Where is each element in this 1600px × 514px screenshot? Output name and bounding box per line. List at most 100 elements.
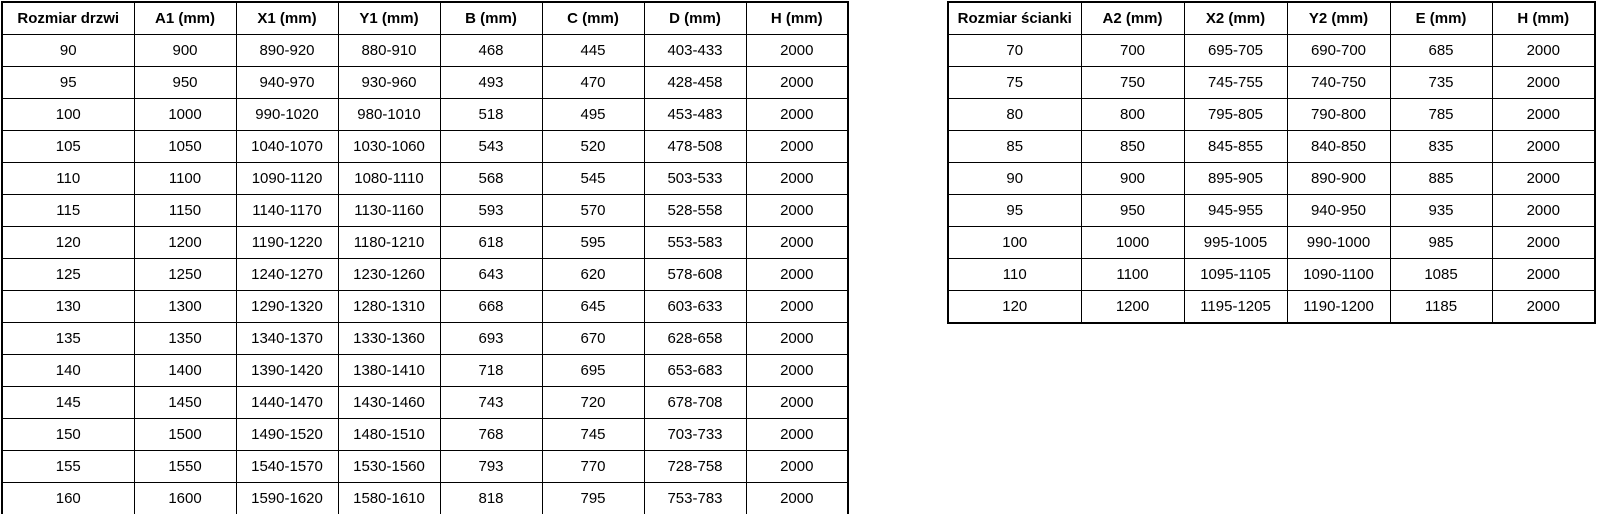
table-cell: 1290-1320 xyxy=(235,290,339,323)
table-cell: 793 xyxy=(439,450,543,483)
table-cell: 120 xyxy=(1,226,135,259)
column-header: Rozmiar drzwi xyxy=(1,1,135,35)
table-cell: 568 xyxy=(439,162,543,195)
table-row: 75 750 745-755 740-750 735 2000 xyxy=(947,66,1596,99)
table-cell: 1000 xyxy=(133,98,237,131)
table-cell: 1190-1220 xyxy=(235,226,339,259)
table-row: 100 1000 995-1005 990-1000 985 2000 xyxy=(947,226,1596,259)
table-cell: 2000 xyxy=(1491,162,1596,195)
table-cell: 150 xyxy=(1,418,135,451)
table-cell: 743 xyxy=(439,386,543,419)
table-cell: 2000 xyxy=(1491,194,1596,227)
column-header: D (mm) xyxy=(643,1,747,35)
table-cell: 685 xyxy=(1389,34,1493,67)
table-cell: 100 xyxy=(947,226,1082,259)
table-cell: 720 xyxy=(541,386,645,419)
table-cell: 2000 xyxy=(745,162,849,195)
table-cell: 478-508 xyxy=(643,130,747,163)
table-cell: 703-733 xyxy=(643,418,747,451)
table-cell: 845-855 xyxy=(1183,130,1288,163)
table-cell: 643 xyxy=(439,258,543,291)
table-cell: 2000 xyxy=(1491,34,1596,67)
table-cell: 1380-1410 xyxy=(337,354,441,387)
table-cell: 753-783 xyxy=(643,482,747,514)
table-cell: 945-955 xyxy=(1183,194,1288,227)
header-row: Rozmiar ścianki A2 (mm) X2 (mm) Y2 (mm) E (m… xyxy=(947,1,1596,35)
table-cell: 595 xyxy=(541,226,645,259)
table-cell: 850 xyxy=(1080,130,1185,163)
table-cell: 160 xyxy=(1,482,135,514)
table-cell: 1430-1460 xyxy=(337,386,441,419)
table-cell: 1450 xyxy=(133,386,237,419)
table-cell: 735 xyxy=(1389,66,1493,99)
table-cell: 403-433 xyxy=(643,34,747,67)
table-cell: 693 xyxy=(439,322,543,355)
table-cell: 1580-1610 xyxy=(337,482,441,514)
table-cell: 2000 xyxy=(745,322,849,355)
table-row: 90 900 890-920 880-910 468 445 403-433 2000 xyxy=(1,34,849,67)
table-cell: 85 xyxy=(947,130,1082,163)
table-cell: 155 xyxy=(1,450,135,483)
table-cell: 2000 xyxy=(1491,226,1596,259)
table-cell: 1030-1060 xyxy=(337,130,441,163)
table-cell: 670 xyxy=(541,322,645,355)
table-cell: 990-1000 xyxy=(1286,226,1391,259)
table-cell: 2000 xyxy=(745,450,849,483)
column-header: A1 (mm) xyxy=(133,1,237,35)
table-row: 155 1550 1540-1570 1530-1560 793 770 728-758 20… xyxy=(1,450,849,483)
table-cell: 768 xyxy=(439,418,543,451)
table-cell: 518 xyxy=(439,98,543,131)
table-cell: 1100 xyxy=(133,162,237,195)
table-cell: 528-558 xyxy=(643,194,747,227)
table-cell: 120 xyxy=(947,290,1082,324)
table-cell: 520 xyxy=(541,130,645,163)
table-cell: 950 xyxy=(1080,194,1185,227)
table-row: 110 1100 1095-1105 1090-1100 1085 2000 xyxy=(947,258,1596,291)
table-cell: 1280-1310 xyxy=(337,290,441,323)
table-cell: 1200 xyxy=(133,226,237,259)
table-cell: 900 xyxy=(133,34,237,67)
table-row: 145 1450 1440-1470 1430-1460 743 720 678-708 20… xyxy=(1,386,849,419)
table-cell: 75 xyxy=(947,66,1082,99)
table-cell: 2000 xyxy=(1491,258,1596,291)
table-cell: 1000 xyxy=(1080,226,1185,259)
table-row: 70 700 695-705 690-700 685 2000 xyxy=(947,34,1596,67)
table-cell: 1480-1510 xyxy=(337,418,441,451)
table-cell: 770 xyxy=(541,450,645,483)
column-header: X2 (mm) xyxy=(1183,1,1288,35)
table-cell: 668 xyxy=(439,290,543,323)
table-cell: 1195-1205 xyxy=(1183,290,1288,324)
table-cell: 890-900 xyxy=(1286,162,1391,195)
table-row: 105 1050 1040-1070 1030-1060 543 520 478-508 20… xyxy=(1,130,849,163)
table-cell: 980-1010 xyxy=(337,98,441,131)
table-cell: 795 xyxy=(541,482,645,514)
table-cell: 1590-1620 xyxy=(235,482,339,514)
column-header: X1 (mm) xyxy=(235,1,339,35)
table-cell: 835 xyxy=(1389,130,1493,163)
table-row: 125 1250 1240-1270 1230-1260 643 620 578-608 20… xyxy=(1,258,849,291)
table-cell: 985 xyxy=(1389,226,1493,259)
table-cell: 1190-1200 xyxy=(1286,290,1391,324)
table-cell: 1185 xyxy=(1389,290,1493,324)
table-cell: 1240-1270 xyxy=(235,258,339,291)
table-cell: 2000 xyxy=(745,418,849,451)
table-cell: 593 xyxy=(439,194,543,227)
table-cell: 80 xyxy=(947,98,1082,131)
table-cell: 2000 xyxy=(745,194,849,227)
table-cell: 840-850 xyxy=(1286,130,1391,163)
table-row: 115 1150 1140-1170 1130-1160 593 570 528-558 20… xyxy=(1,194,849,227)
table-cell: 90 xyxy=(947,162,1082,195)
table-cell: 140 xyxy=(1,354,135,387)
table-row: 100 1000 990-1020 980-1010 518 495 453-483 2000 xyxy=(1,98,849,131)
table-cell: 1490-1520 xyxy=(235,418,339,451)
table-cell: 110 xyxy=(947,258,1082,291)
table-cell: 70 xyxy=(947,34,1082,67)
table-cell: 503-533 xyxy=(643,162,747,195)
table-cell: 1080-1110 xyxy=(337,162,441,195)
table-cell: 470 xyxy=(541,66,645,99)
column-header: H (mm) xyxy=(1491,1,1596,35)
table-cell: 1300 xyxy=(133,290,237,323)
table-cell: 1400 xyxy=(133,354,237,387)
table-cell: 2000 xyxy=(745,482,849,514)
table-cell: 1100 xyxy=(1080,258,1185,291)
